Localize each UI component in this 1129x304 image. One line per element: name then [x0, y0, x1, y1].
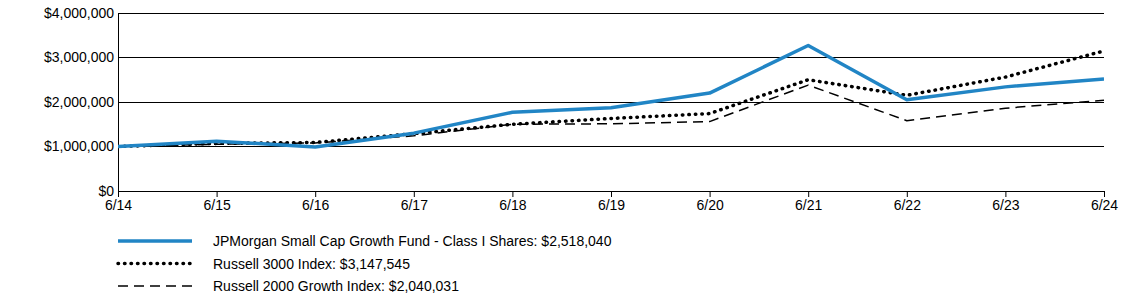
x-tick-label: 6/15	[203, 197, 230, 213]
y-tick: $1,000,000	[44, 138, 118, 154]
x-tick: 6/19	[598, 191, 625, 213]
y-tick-label: $2,000,000	[44, 94, 114, 110]
x-tick: 6/16	[302, 191, 329, 213]
x-tick-label: 6/17	[401, 197, 428, 213]
legend-swatch	[118, 285, 192, 287]
legend-label: JPMorgan Small Cap Growth Fund - Class I…	[213, 233, 612, 249]
x-tick: 6/17	[401, 191, 428, 213]
x-tick: 6/22	[894, 191, 921, 213]
legend-swatch	[118, 239, 192, 243]
legend: JPMorgan Small Cap Growth Fund - Class I…	[118, 233, 612, 294]
y-tick: $2,000,000	[44, 94, 118, 110]
legend-label: Russell 2000 Growth Index: $2,040,031	[213, 278, 459, 294]
y-tick-label: $4,000,000	[44, 5, 114, 21]
legend-label: Russell 3000 Index: $3,147,545	[213, 256, 410, 272]
grid-line	[118, 57, 1104, 58]
legend-item: JPMorgan Small Cap Growth Fund - Class I…	[118, 233, 612, 249]
x-tick: 6/14	[105, 191, 132, 213]
grid-line	[118, 146, 1104, 147]
legend-item: Russell 3000 Index: $3,147,545	[118, 256, 410, 272]
x-tick-label: 6/20	[696, 197, 723, 213]
y-axis: $0$1,000,000$2,000,000$3,000,000$4,000,0…	[44, 5, 119, 199]
series-line	[118, 51, 1104, 147]
x-tick-label: 6/14	[105, 197, 132, 213]
x-tick-label: 6/21	[795, 197, 822, 213]
x-axis: 6/14 6/15 6/16 6/17 6/18 6/19 6/20 6/21 6/22 6/23…	[105, 191, 1118, 213]
legend-item: Russell 2000 Growth Index: $2,040,031	[118, 278, 459, 294]
grid-line	[118, 102, 1104, 103]
grid	[118, 13, 1104, 191]
y-tick: $4,000,000	[44, 5, 118, 21]
x-tick-label: 6/19	[598, 197, 625, 213]
y-tick: $3,000,000	[44, 49, 118, 65]
y-tick-label: $3,000,000	[44, 49, 114, 65]
y-tick-label: $1,000,000	[44, 138, 114, 154]
x-tick-label: 6/23	[992, 197, 1019, 213]
chart: $0$1,000,000$2,000,000$3,000,000$4,000,0…	[0, 0, 1129, 304]
series-line	[118, 45, 1104, 146]
x-tick: 6/23	[992, 191, 1019, 213]
x-tick-label: 6/18	[499, 197, 526, 213]
x-tick: 6/18	[499, 191, 526, 213]
x-tick: 6/21	[795, 191, 822, 213]
x-tick-label: 6/24	[1091, 197, 1118, 213]
x-tick: 6/15	[203, 191, 230, 213]
x-tick-label: 6/16	[302, 197, 329, 213]
legend-swatch	[118, 262, 192, 266]
lines	[118, 45, 1104, 146]
grid-line	[118, 13, 1104, 14]
x-tick: 6/20	[696, 191, 723, 213]
x-tick: 6/24	[1091, 191, 1118, 213]
y-axis-line	[118, 14, 119, 192]
x-tick-label: 6/22	[894, 197, 921, 213]
